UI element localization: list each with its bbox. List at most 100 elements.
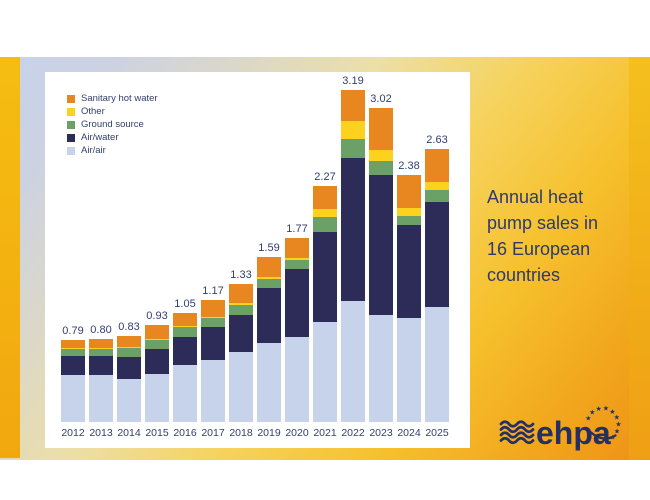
segment-air-water	[397, 225, 421, 318]
segment-ground-source	[201, 318, 225, 328]
bar-stack	[201, 300, 225, 422]
segment-sanitary-hot-water	[313, 185, 337, 209]
segment-ground-source	[229, 304, 253, 315]
x-axis-label: 2017	[201, 427, 225, 439]
segment-sanitary-hot-water	[369, 107, 393, 150]
segment-sanitary-hot-water	[341, 90, 365, 122]
x-axis-label: 2025	[425, 427, 449, 439]
x-axis-label: 2012	[61, 427, 85, 439]
bar-2020: 1.77 2020	[285, 223, 309, 439]
segment-air-air	[201, 359, 225, 422]
segment-air-water	[369, 174, 393, 315]
bar-total-label: 0.93	[146, 310, 168, 323]
segment-other	[145, 338, 169, 340]
svg-text:★: ★	[585, 414, 591, 422]
segment-other	[425, 181, 449, 191]
bar-stack	[89, 338, 113, 422]
segment-sanitary-hot-water	[201, 300, 225, 317]
segment-air-water	[173, 336, 197, 365]
bar-stack	[285, 237, 309, 422]
segment-sanitary-hot-water	[397, 174, 421, 208]
bar-2023: 3.02 2023	[369, 93, 393, 439]
x-axis-label: 2013	[89, 427, 113, 439]
bar-total-label: 2.27	[314, 170, 336, 183]
bar-stack	[313, 185, 337, 422]
segment-air-air	[341, 301, 365, 422]
segment-air-water	[117, 356, 141, 380]
svg-text:★: ★	[609, 408, 615, 416]
segment-other	[201, 316, 225, 319]
bar-stack	[341, 90, 365, 422]
legend-item: Air/air	[67, 144, 158, 157]
segment-air-air	[313, 322, 337, 422]
page-title-line: 16 European	[487, 239, 591, 259]
bar-2012: 0.79 2012	[61, 324, 85, 439]
ehpa-wave-icon	[499, 420, 535, 445]
segment-air-air	[285, 336, 309, 422]
legend-swatch-icon	[67, 146, 75, 155]
segment-sanitary-hot-water	[425, 148, 449, 182]
segment-ground-source	[369, 160, 393, 175]
bar-total-label: 1.59	[258, 241, 280, 254]
bar-stack	[61, 339, 85, 422]
legend-item: Air/water	[67, 131, 158, 144]
bar-stack	[117, 335, 141, 422]
bar-2025: 2.63 2025	[425, 134, 449, 439]
svg-text:★: ★	[615, 421, 621, 429]
svg-text:★: ★	[589, 409, 595, 417]
segment-ground-source	[145, 339, 169, 350]
page-title: Annual heat pump sales in 16 European co…	[487, 184, 637, 288]
x-axis-label: 2023	[369, 427, 393, 439]
segment-sanitary-hot-water	[145, 325, 169, 339]
bar-total-label: 1.05	[174, 297, 196, 310]
legend-label: Air/water	[81, 132, 119, 143]
ehpa-logo-text: ehpa	[536, 415, 611, 451]
segment-ground-source	[341, 139, 365, 158]
svg-text:★: ★	[603, 405, 609, 413]
bar-stack	[369, 107, 393, 422]
bar-stack	[145, 325, 169, 422]
segment-air-water	[285, 269, 309, 337]
x-axis-label: 2014	[117, 427, 141, 439]
segment-ground-source	[425, 190, 449, 202]
segment-other	[369, 149, 393, 161]
segment-air-water	[341, 157, 365, 302]
segment-ground-source	[397, 216, 421, 226]
segment-other	[89, 348, 113, 350]
segment-ground-source	[313, 217, 337, 232]
segment-other	[285, 257, 309, 260]
left-gold-strip	[0, 57, 20, 458]
bar-2024: 2.38 2024	[397, 160, 421, 439]
segment-sanitary-hot-water	[285, 237, 309, 258]
ehpa-logo: ehpa ★ ★ ★ ★ ★ ★ ★ ★ ★	[499, 405, 622, 451]
segment-air-water	[313, 231, 337, 323]
bar-total-label: 0.80	[90, 323, 112, 336]
chart-legend: Sanitary hot water Other Ground source Air/…	[67, 92, 158, 157]
bar-stack	[257, 256, 281, 422]
segment-other	[173, 326, 197, 328]
segment-air-air	[369, 314, 393, 422]
bar-2018: 1.33 2018	[229, 269, 253, 439]
legend-swatch-icon	[67, 107, 75, 116]
segment-sanitary-hot-water	[89, 338, 113, 349]
segment-air-air	[89, 375, 113, 422]
bar-2022: 3.19 2022	[341, 75, 365, 439]
segment-ground-source	[285, 259, 309, 270]
segment-ground-source	[117, 348, 141, 357]
legend-swatch-icon	[67, 133, 75, 142]
segment-other	[257, 277, 281, 279]
bar-2021: 2.27 2021	[313, 170, 337, 439]
legend-item: Other	[67, 105, 158, 118]
svg-text:★: ★	[596, 405, 602, 413]
legend-label: Other	[81, 106, 105, 117]
bar-total-label: 0.79	[62, 324, 84, 337]
right-gold-strip	[629, 57, 650, 460]
legend-label: Sanitary hot water	[81, 93, 158, 104]
legend-swatch-icon	[67, 94, 75, 103]
legend-item: Ground source	[67, 118, 158, 131]
x-axis-label: 2019	[257, 427, 281, 439]
bar-total-label: 3.19	[342, 75, 364, 88]
segment-air-water	[425, 201, 449, 307]
bar-stack	[229, 283, 253, 422]
segment-sanitary-hot-water	[61, 339, 85, 349]
